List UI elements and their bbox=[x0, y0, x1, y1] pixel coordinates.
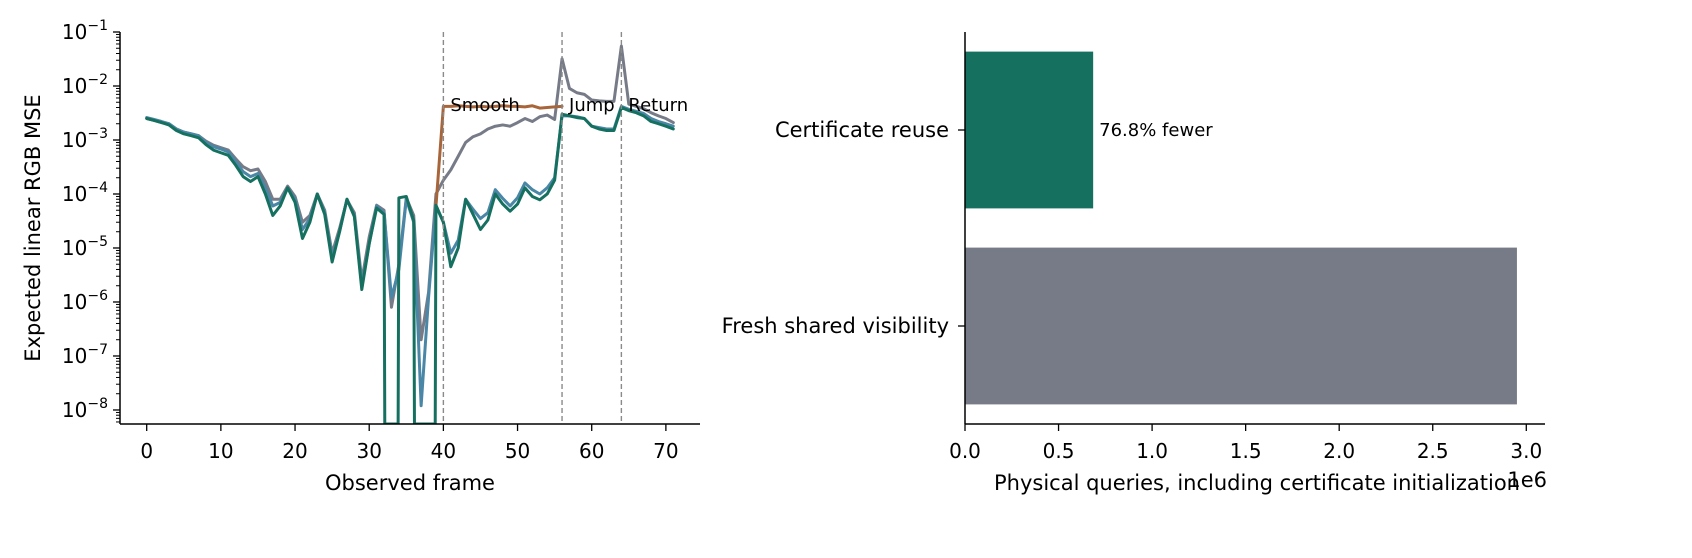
event-label: Return bbox=[628, 95, 688, 116]
bar bbox=[965, 51, 1094, 209]
y-tick-label: 10−2 bbox=[62, 72, 108, 98]
x-tick-label: 0.5 bbox=[1043, 439, 1075, 463]
x-tick-label: 0 bbox=[140, 439, 153, 463]
y-tick-label: 10−7 bbox=[62, 342, 108, 368]
y-tick-label: 10−5 bbox=[62, 234, 108, 260]
x-axis-title: Physical queries, including certificate … bbox=[994, 471, 1520, 495]
x-tick-label: 20 bbox=[282, 439, 307, 463]
x-tick-label: 60 bbox=[579, 439, 604, 463]
y-tick-label: 10−4 bbox=[62, 180, 108, 206]
y-tick-label: 10−6 bbox=[62, 288, 108, 314]
y-tick-label: 10−8 bbox=[62, 396, 108, 422]
x-tick-label: 3.0 bbox=[1510, 439, 1542, 463]
x-tick-label: 2.5 bbox=[1417, 439, 1449, 463]
series-line-blue bbox=[145, 104, 675, 408]
line-chart-panel: Smooth Jump Return 0 10 20 30 40 50 60 70 10−1 10−2… bbox=[21, 18, 700, 495]
y-tick-label: 10−3 bbox=[62, 126, 108, 152]
event-label: Smooth bbox=[450, 95, 519, 116]
x-tick-label: 40 bbox=[431, 439, 456, 463]
y-tick-label: 10−1 bbox=[62, 18, 108, 44]
bar-chart-axes: Certificate reuse Fresh shared visibility… bbox=[722, 32, 1545, 463]
x-tick-label: 50 bbox=[505, 439, 530, 463]
x-tick-label: 0.0 bbox=[949, 439, 981, 463]
line-series-group bbox=[145, 44, 675, 424]
x-tick-label: 2.0 bbox=[1323, 439, 1355, 463]
x-tick-label: 10 bbox=[208, 439, 233, 463]
x-tick-label: 1.0 bbox=[1136, 439, 1168, 463]
x-axis-title: Observed frame bbox=[325, 471, 495, 495]
bar bbox=[965, 247, 1517, 405]
y-axis-title: Expected linear RGB MSE bbox=[21, 94, 45, 361]
category-label: Fresh shared visibility bbox=[722, 314, 949, 338]
bar-group: 76.8% fewer bbox=[965, 51, 1517, 405]
category-label: Certificate reuse bbox=[775, 118, 949, 142]
x-tick-label: 1.5 bbox=[1230, 439, 1262, 463]
line-chart-axes: 0 10 20 30 40 50 60 70 10−1 10−2 10−3 10−4 10−5 10−6 1… bbox=[62, 18, 700, 463]
series-line-brown bbox=[434, 104, 564, 208]
event-label: Jump bbox=[568, 95, 615, 116]
x-tick-label: 70 bbox=[653, 439, 678, 463]
x-axis-offset-label: 1e6 bbox=[1507, 468, 1547, 492]
bar-value-label: 76.8% fewer bbox=[1099, 120, 1213, 141]
event-markers: Smooth Jump Return bbox=[442, 32, 688, 424]
x-tick-label: 30 bbox=[356, 439, 381, 463]
series-line-gray bbox=[145, 44, 675, 342]
series-line-green bbox=[145, 105, 675, 424]
bar-chart-panel: 76.8% fewer Certificate reuse Fresh share… bbox=[722, 32, 1547, 495]
